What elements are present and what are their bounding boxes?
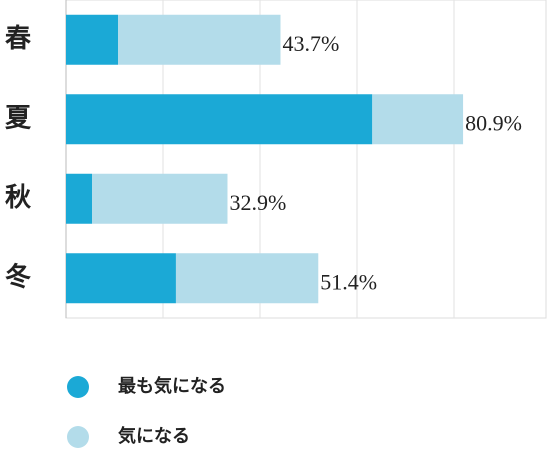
total-label: 32.9% bbox=[229, 190, 286, 215]
total-label: 43.7% bbox=[282, 31, 339, 56]
bar-segment bbox=[66, 14, 119, 65]
y-tick-label: 冬 bbox=[5, 262, 31, 292]
bar-segment bbox=[372, 94, 464, 145]
legend-label: 気になる bbox=[118, 425, 190, 447]
bar-segment bbox=[175, 253, 319, 304]
y-tick-label: 夏 bbox=[5, 103, 32, 133]
total-label: 80.9% bbox=[465, 110, 522, 135]
bar-segment bbox=[66, 94, 373, 145]
total-label: 51.4% bbox=[320, 269, 377, 294]
legend-marker bbox=[67, 376, 89, 398]
legend-label: 最も気になる bbox=[118, 375, 226, 397]
bar-segment bbox=[118, 14, 281, 65]
y-tick-label: 秋 bbox=[5, 183, 32, 213]
bar-segment bbox=[92, 173, 228, 224]
y-tick-label: 春 bbox=[5, 24, 31, 54]
bar-segment bbox=[66, 253, 176, 304]
bar-segment bbox=[66, 173, 93, 224]
legend-marker bbox=[67, 426, 89, 448]
